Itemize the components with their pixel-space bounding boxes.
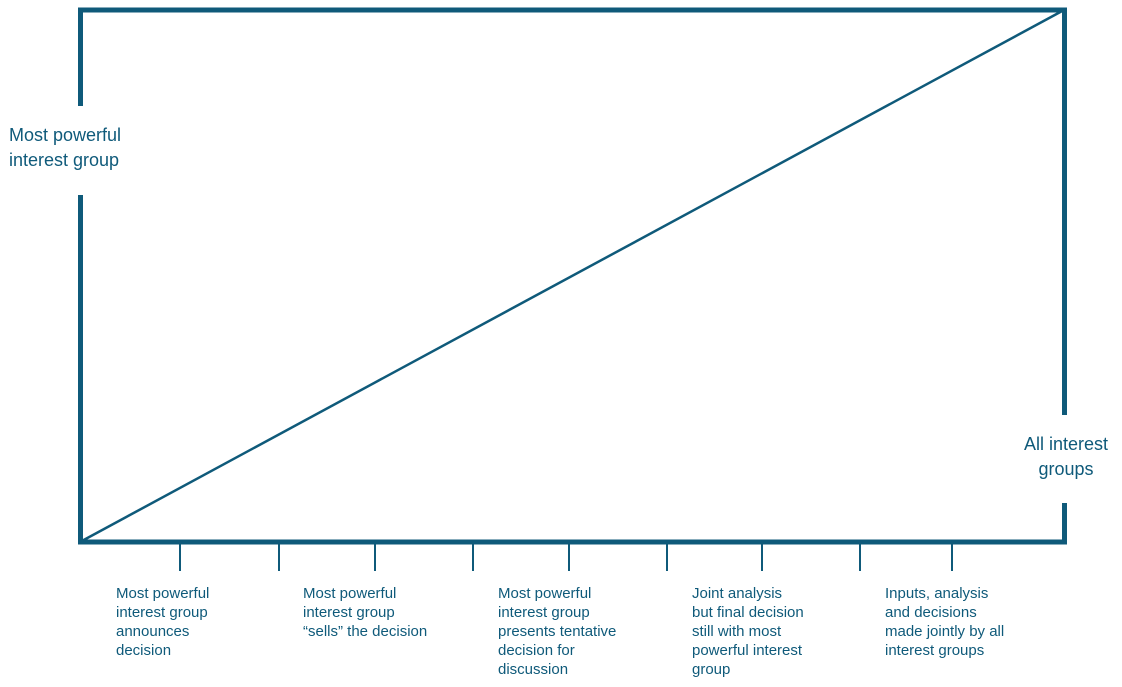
stage-label-line: decision for [498, 642, 575, 659]
stage-label-line: Most powerful [116, 585, 210, 602]
stage-label-line: group [692, 661, 731, 678]
right-axis-label-line: groups [1038, 459, 1094, 479]
stage-label-line: Joint analysis [692, 585, 783, 602]
right-axis-label: All interest groups [1010, 432, 1122, 482]
stage-label-line: decision [116, 642, 172, 659]
stage-label-line: and decisions [885, 604, 977, 621]
stage-label-line: discussion [498, 661, 569, 678]
stage-label-line: announces [116, 623, 190, 640]
stage-label-line: presents tentative [498, 623, 617, 640]
stage-label-line: still with most [692, 623, 782, 640]
stage-label-line: “sells” the decision [303, 623, 428, 640]
stage-label-line: interest group [303, 604, 395, 621]
stage-label-3: Most powerful interest group presents te… [498, 584, 616, 679]
stage-label-5: Inputs, analysis and decisions made join… [885, 584, 1004, 660]
right-axis-label-line: All interest [1023, 434, 1109, 454]
left-axis-label-line: interest group [9, 150, 120, 170]
diagonal-line [79, 8, 1065, 544]
left-axis-label-line: Most powerful [9, 125, 122, 145]
stage-label-1: Most powerful interest group announces d… [116, 584, 209, 660]
stage-label-line: but final decision [692, 604, 804, 621]
stage-label-line: interest groups [885, 642, 985, 659]
stage-label-line: Most powerful [303, 585, 397, 602]
stage-label-line: Most powerful [498, 585, 592, 602]
stage-label-line: interest group [498, 604, 590, 621]
left-axis-label: Most powerful interest group [9, 123, 121, 173]
stage-label-line: powerful interest [692, 642, 803, 659]
stage-label-line: made jointly by all [885, 623, 1005, 640]
stage-label-line: interest group [116, 604, 208, 621]
stage-label-line: Inputs, analysis [885, 585, 989, 602]
stage-label-4: Joint analysis but final decision still … [692, 584, 804, 679]
stage-label-2: Most powerful interest group “sells” the… [303, 584, 427, 641]
